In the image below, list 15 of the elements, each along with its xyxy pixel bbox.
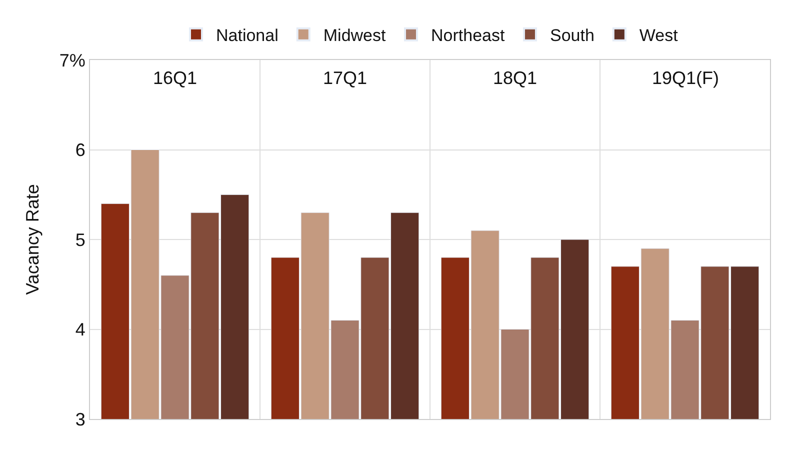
- y-tick-label: 3: [75, 409, 86, 430]
- legend-label: Midwest: [323, 26, 386, 45]
- legend-label: Northeast: [431, 26, 505, 45]
- legend-label: South: [550, 26, 594, 45]
- y-tick-label: 7%: [59, 50, 86, 70]
- y-tick-label: 6: [75, 140, 86, 160]
- x-tick-label: 16Q1: [153, 68, 198, 88]
- x-tick-label: 19Q1(F): [652, 68, 720, 88]
- y-axis-title: Vacancy Rate: [22, 184, 43, 295]
- legend-label: West: [639, 26, 678, 45]
- y-tick-label: 5: [75, 230, 86, 250]
- x-tick-label: 17Q1: [323, 68, 368, 88]
- legend-label: National: [216, 26, 278, 45]
- y-tick-label: 4: [75, 320, 86, 340]
- x-tick-label: 18Q1: [493, 68, 538, 88]
